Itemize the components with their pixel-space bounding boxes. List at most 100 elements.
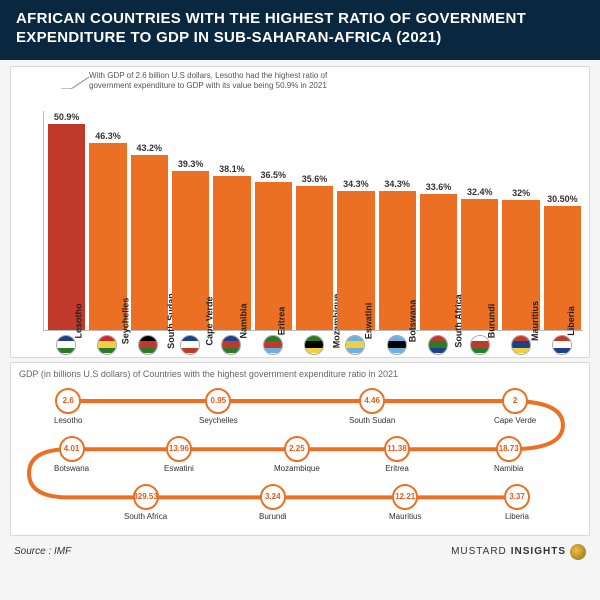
bar-value-label: 38.1% bbox=[219, 164, 245, 174]
gdp-value: 4.46 bbox=[359, 388, 385, 414]
bar-botswana: 34.3% Botswana bbox=[379, 179, 416, 329]
bar-south-africa: 33.6%South Africa bbox=[420, 182, 457, 330]
bar-value-label: 43.2% bbox=[137, 143, 163, 153]
bar-rect: Mauritius bbox=[502, 200, 539, 329]
flag-icon bbox=[295, 335, 332, 355]
bar-eritrea: 36.5% Eritrea bbox=[255, 170, 292, 329]
bars-container: 50.9%Lesotho 46.3% Seychelles 43.2% South Su… bbox=[48, 111, 581, 330]
gdp-node-seychelles: 0.95 Seychelles bbox=[199, 388, 238, 425]
bar-rect: South Africa bbox=[420, 194, 457, 330]
gdp-node-mauritius: 12.21 Mauritius bbox=[389, 484, 421, 521]
header: AFRICAN COUNTRIES WITH THE HIGHEST RATIO… bbox=[0, 0, 600, 60]
flag-icon bbox=[254, 335, 291, 355]
bar-rect: Eswatini bbox=[337, 191, 374, 329]
gdp-snake-diagram: 2.6 Lesotho 0.95 Seychelles 4.46 South Sudan 2… bbox=[19, 383, 581, 523]
flag-icon bbox=[337, 335, 374, 355]
bar-value-label: 34.3% bbox=[343, 179, 369, 189]
gdp-country-label: Liberia bbox=[505, 512, 529, 521]
gdp-value: 11.38 bbox=[384, 436, 410, 462]
gdp-value: 2 bbox=[502, 388, 528, 414]
bar-country-label: Namibia bbox=[238, 303, 248, 338]
bar-mauritius: 32% Mauritius bbox=[502, 188, 539, 329]
bar-rect: Liberia bbox=[544, 206, 581, 329]
gdp-value: 3.24 bbox=[260, 484, 286, 510]
flag-icon bbox=[502, 335, 539, 355]
gdp-country-label: Namibia bbox=[494, 464, 523, 473]
gdp-country-label: Seychelles bbox=[199, 416, 238, 425]
gdp-title: GDP (in billions U.S dollars) of Countri… bbox=[19, 369, 581, 379]
bar-value-label: 36.5% bbox=[260, 170, 286, 180]
gdp-country-label: Cape Verde bbox=[494, 416, 536, 425]
gdp-country-label: Botswana bbox=[54, 464, 89, 473]
bar-south-sudan: 43.2% South Sudan bbox=[131, 143, 168, 329]
bar-cape-verde: 39.3%Cape Verde bbox=[172, 159, 209, 330]
chart-annotation: With GDP of 2.6 billion U.S dollars, Les… bbox=[89, 71, 349, 91]
gdp-node-eritrea: 11.38 Eritrea bbox=[384, 436, 410, 473]
gdp-node-south-sudan: 4.46 South Sudan bbox=[349, 388, 395, 425]
gdp-country-label: Eswatini bbox=[164, 464, 194, 473]
gdp-country-label: Burundi bbox=[259, 512, 287, 521]
bar-lesotho: 50.9%Lesotho bbox=[48, 112, 85, 329]
bar-country-label: Liberia bbox=[566, 306, 576, 336]
gdp-value: 12.21 bbox=[392, 484, 418, 510]
brand-logo-icon bbox=[570, 544, 586, 560]
flag-icon bbox=[130, 335, 167, 355]
bar-value-label: 30.50% bbox=[547, 194, 578, 204]
gdp-value: 4.01 bbox=[59, 436, 85, 462]
flag-icon bbox=[544, 335, 581, 355]
flag-icon bbox=[420, 335, 457, 355]
gdp-country-label: Mozambique bbox=[274, 464, 320, 473]
gdp-country-label: South Sudan bbox=[349, 416, 395, 425]
source-text: Source : IMF bbox=[14, 546, 71, 557]
bar-eswatini: 34.3% Eswatini bbox=[337, 179, 374, 329]
bar-rect: South Sudan bbox=[131, 155, 168, 329]
bar-value-label: 39.3% bbox=[178, 159, 204, 169]
annotation-leader-line bbox=[61, 75, 89, 89]
bar-country-label: Eritrea bbox=[276, 306, 286, 335]
page-title: AFRICAN COUNTRIES WITH THE HIGHEST RATIO… bbox=[16, 10, 584, 48]
bar-rect: Mozambique bbox=[296, 186, 333, 330]
bar-value-label: 32% bbox=[512, 188, 530, 198]
gdp-value: 3.37 bbox=[504, 484, 530, 510]
bar-rect: Botswana bbox=[379, 191, 416, 329]
bar-country-label: Eswatini bbox=[363, 302, 373, 339]
bar-value-label: 46.3% bbox=[95, 131, 121, 141]
gdp-node-south-africa: 329.53South Africa bbox=[124, 484, 167, 521]
gdp-value: 2.25 bbox=[284, 436, 310, 462]
gdp-node-eswatini: 13.96 Eswatini bbox=[164, 436, 194, 473]
flags-row bbox=[47, 335, 581, 355]
gdp-node-mozambique: 2.25 Mozambique bbox=[274, 436, 320, 473]
gdp-value: 2.6 bbox=[55, 388, 81, 414]
gdp-node-burundi: 3.24 Burundi bbox=[259, 484, 287, 521]
bar-value-label: 35.6% bbox=[302, 174, 328, 184]
gdp-country-label: Eritrea bbox=[385, 464, 409, 473]
bar-liberia: 30.50% Liberia bbox=[544, 194, 581, 329]
bar-burundi: 32.4% Burundi bbox=[461, 187, 498, 330]
bar-rect: Eritrea bbox=[255, 182, 292, 329]
bar-rect: Seychelles bbox=[89, 143, 126, 330]
bar-country-label: Burundi bbox=[486, 303, 496, 338]
bar-country-label: Lesotho bbox=[73, 303, 83, 338]
gdp-value: 0.95 bbox=[205, 388, 231, 414]
flag-icon bbox=[47, 335, 84, 355]
bar-chart-card: Ratio of Government expenditure to GDP W… bbox=[10, 66, 590, 358]
gdp-country-label: Lesotho bbox=[54, 416, 82, 425]
bar-value-label: 34.3% bbox=[384, 179, 410, 189]
flag-icon bbox=[171, 335, 208, 355]
bar-rect: Namibia bbox=[213, 176, 250, 330]
gdp-country-label: Mauritius bbox=[389, 512, 421, 521]
flag-icon bbox=[213, 335, 250, 355]
gdp-value: 329.53 bbox=[133, 484, 159, 510]
bar-value-label: 32.4% bbox=[467, 187, 493, 197]
gdp-node-cape-verde: 2 Cape Verde bbox=[494, 388, 536, 425]
bar-chart-plot: 50.9%Lesotho 46.3% Seychelles 43.2% South Su… bbox=[43, 111, 583, 331]
flag-icon bbox=[461, 335, 498, 355]
gdp-node-botswana: 4.01 Botswana bbox=[54, 436, 89, 473]
bar-rect: Burundi bbox=[461, 199, 498, 330]
bar-namibia: 38.1% Namibia bbox=[213, 164, 250, 330]
gdp-snake-card: GDP (in billions U.S dollars) of Countri… bbox=[10, 362, 590, 536]
bar-rect: Lesotho bbox=[48, 124, 85, 329]
gdp-node-liberia: 3.37 Liberia bbox=[504, 484, 530, 521]
gdp-value: 13.96 bbox=[166, 436, 192, 462]
brand: MUSTARD INSIGHTS bbox=[451, 544, 586, 560]
